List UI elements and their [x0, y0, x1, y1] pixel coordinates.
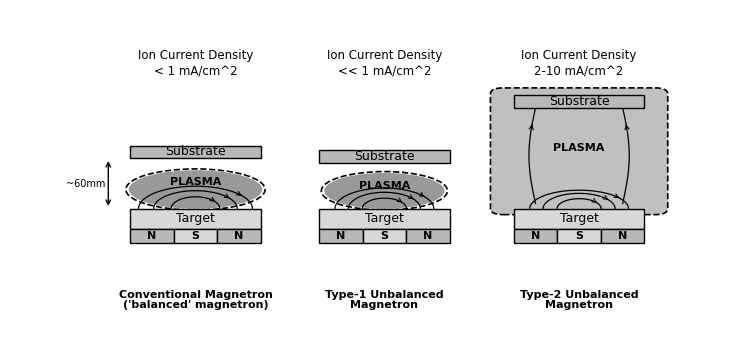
Text: < 1 mA/cm^2: < 1 mA/cm^2	[154, 65, 237, 78]
Text: S: S	[191, 231, 200, 241]
Bar	[319, 150, 450, 163]
FancyBboxPatch shape	[490, 88, 668, 215]
Text: N: N	[423, 231, 433, 241]
Bar	[557, 229, 601, 243]
Bar	[130, 146, 261, 158]
Bar	[406, 229, 450, 243]
Text: << 1 mA/cm^2: << 1 mA/cm^2	[338, 65, 431, 78]
Bar	[319, 229, 362, 243]
Text: Ion Current Density: Ion Current Density	[138, 49, 254, 62]
Text: S: S	[575, 231, 583, 241]
Text: Type-1 Unbalanced: Type-1 Unbalanced	[325, 290, 444, 300]
Ellipse shape	[324, 173, 445, 209]
Bar	[601, 229, 644, 243]
Text: ('balanced' magnetron): ('balanced' magnetron)	[123, 300, 268, 310]
Text: Substrate: Substrate	[354, 150, 415, 163]
Text: S: S	[380, 231, 388, 241]
Bar	[130, 229, 174, 243]
Text: 2-10 mA/cm^2: 2-10 mA/cm^2	[535, 65, 624, 78]
Text: N: N	[531, 231, 540, 241]
Bar	[319, 209, 450, 229]
Text: Target: Target	[176, 212, 215, 225]
Text: ~60mm: ~60mm	[66, 178, 105, 188]
Bar	[130, 209, 261, 229]
Text: Ion Current Density: Ion Current Density	[327, 49, 442, 62]
Bar	[514, 95, 644, 108]
Text: Conventional Magnetron: Conventional Magnetron	[118, 290, 272, 300]
Text: Type-2 Unbalanced: Type-2 Unbalanced	[520, 290, 638, 300]
Text: Ion Current Density: Ion Current Density	[521, 49, 637, 62]
Text: N: N	[618, 231, 627, 241]
Text: Substrate: Substrate	[165, 145, 226, 158]
Text: Substrate: Substrate	[549, 95, 610, 108]
Text: Target: Target	[365, 212, 404, 225]
Text: PLASMA: PLASMA	[170, 177, 221, 187]
Text: PLASMA: PLASMA	[554, 143, 604, 152]
Bar	[174, 229, 217, 243]
Text: PLASMA: PLASMA	[358, 180, 410, 190]
Text: N: N	[336, 231, 346, 241]
Bar	[217, 229, 261, 243]
Text: Magnetron: Magnetron	[350, 300, 418, 310]
Text: N: N	[235, 231, 244, 241]
Bar	[362, 229, 407, 243]
Ellipse shape	[129, 170, 262, 209]
Text: Target: Target	[560, 212, 598, 225]
Bar	[514, 209, 644, 229]
Text: Magnetron: Magnetron	[545, 300, 613, 310]
Bar	[514, 229, 557, 243]
Text: N: N	[147, 231, 157, 241]
